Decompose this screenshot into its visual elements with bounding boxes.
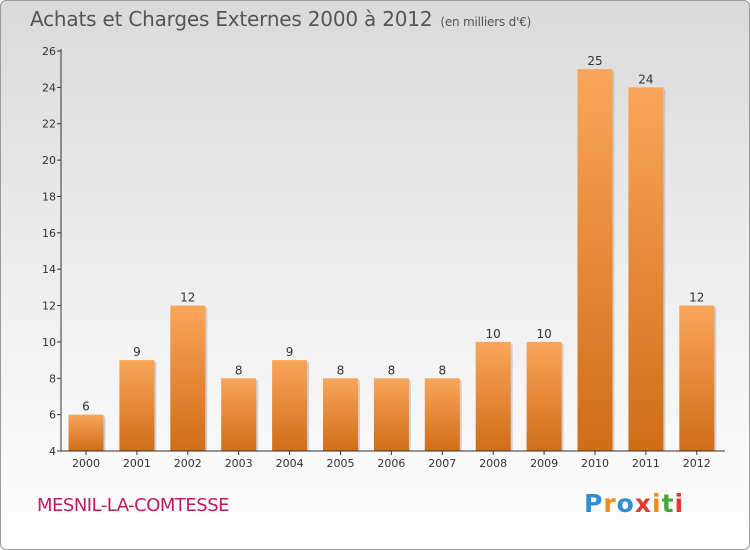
y-tick-label: 14	[42, 263, 56, 276]
bar-value-label: 24	[638, 72, 653, 86]
bar-2002	[170, 305, 206, 451]
bar-value-label: 10	[536, 327, 551, 341]
y-tick-label: 4	[49, 445, 56, 458]
chart-title: Achats et Charges Externes 2000 à 2012 (e…	[30, 7, 531, 31]
y-tick-label: 8	[49, 372, 56, 385]
x-tick-label: 2010	[581, 457, 609, 470]
logo-letter: i	[652, 489, 662, 518]
labels-group: 4 6 8 10 12 14 16 18 20 22 24 26 6 2000 9 2001 12 2002 8 20…	[42, 45, 711, 470]
y-tick-label: 16	[42, 227, 56, 240]
x-tick-label: 2004	[276, 457, 304, 470]
bars-group	[68, 69, 717, 451]
chart-title-text: Achats et Charges Externes 2000 à 2012	[30, 7, 433, 31]
bar-2006	[373, 378, 409, 451]
x-tick-label: 2002	[174, 457, 202, 470]
x-tick-label: 2007	[428, 457, 456, 470]
x-tick-label: 2009	[530, 457, 558, 470]
bar-value-label: 8	[337, 363, 345, 377]
logo-letter: r	[603, 489, 617, 518]
bar-value-label: 12	[689, 291, 704, 305]
bar-value-label: 12	[180, 291, 195, 305]
x-tick-label: 2000	[72, 457, 100, 470]
bar-2008	[475, 341, 511, 451]
bar-2011	[628, 87, 664, 451]
bar-2012	[679, 305, 715, 451]
y-tick-label: 24	[42, 81, 56, 94]
x-tick-label: 2001	[123, 457, 151, 470]
logo-letter: x	[634, 489, 652, 518]
y-tick-label: 22	[42, 118, 56, 131]
y-tick-label: 18	[42, 190, 56, 203]
axes-group	[57, 49, 725, 455]
bar-2000	[68, 414, 104, 451]
x-tick-label: 2011	[632, 457, 660, 470]
chart-subtitle: (en milliers d'€)	[440, 15, 532, 29]
y-tick-label: 20	[42, 154, 56, 167]
commune-name: MESNIL-LA-COMTESSE	[37, 495, 230, 516]
y-tick-label: 10	[42, 336, 56, 349]
bar-2009	[526, 341, 562, 451]
bar-value-label: 6	[82, 400, 90, 414]
bar-value-label: 9	[286, 345, 294, 359]
bar-value-label: 8	[388, 363, 396, 377]
y-tick-label: 26	[42, 45, 56, 58]
bar-value-label: 9	[133, 345, 141, 359]
x-tick-label: 2003	[225, 457, 253, 470]
bar-2001	[119, 360, 155, 451]
x-tick-label: 2008	[479, 457, 507, 470]
bar-value-label: 8	[235, 363, 243, 377]
logo-letter: i	[674, 489, 685, 518]
x-tick-label: 2006	[377, 457, 405, 470]
y-tick-label: 6	[49, 409, 56, 422]
bar-2005	[323, 378, 358, 451]
bar-2007	[424, 378, 460, 451]
y-tick-label: 12	[42, 300, 56, 313]
x-tick-label: 2005	[327, 457, 355, 470]
x-tick-label: 2012	[683, 457, 711, 470]
logo-letter: o	[616, 489, 635, 518]
logo-letter: P	[584, 489, 604, 518]
bar-value-label: 25	[587, 54, 602, 68]
bar-value-label: 8	[438, 363, 446, 377]
bar-value-label: 10	[486, 327, 501, 341]
bar-2003	[221, 378, 257, 451]
bar-2010	[577, 69, 613, 451]
bar-2004	[272, 360, 308, 451]
proxiti-logo: Proxiti	[584, 489, 684, 518]
logo-letter: t	[661, 489, 675, 518]
